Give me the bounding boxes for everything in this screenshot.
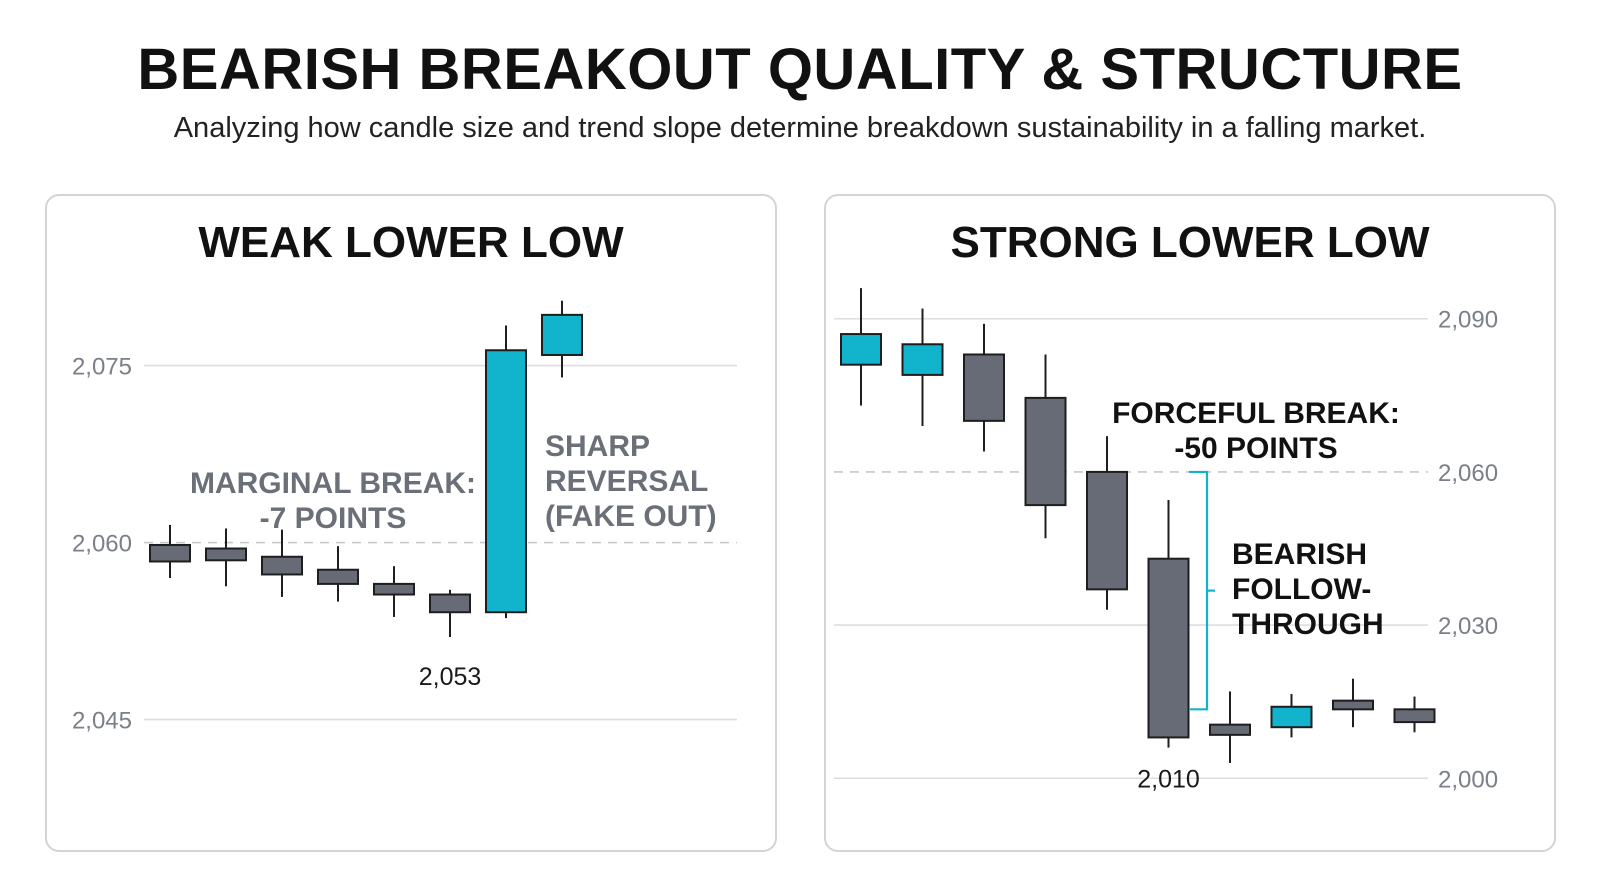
annotation-line: FORCEFUL BREAK: [1112,397,1400,430]
candle-body [1024,396,1067,507]
bearish-candle [1332,678,1374,728]
strong-panel-title: STRONG LOWER LOW [950,218,1430,267]
page-title: BEARISH BREAKOUT QUALITY & STRUCTURE [137,37,1463,102]
y-tick-label: 2,060 [1438,460,1498,487]
bearish-candle [1209,691,1251,763]
annotation-text: FORCEFUL BREAK: -50 POINTS [1112,397,1400,465]
annotation-text: SHARP REVERSAL (FAKE OUT) [545,430,717,533]
annotation-line: FOLLOW- [1232,573,1371,606]
candle-body [1393,708,1436,724]
candle-body [485,349,527,614]
candle-body [901,343,944,376]
low-price-label: 2,010 [1137,766,1200,794]
annotation-line: BEARISH [1232,538,1367,571]
bearish-candle [261,529,303,597]
bearish-candle [1086,436,1128,610]
candle-body [840,333,882,366]
bullish-candle [485,325,527,619]
y-tick-label: 2,090 [1438,307,1498,334]
candle-body [317,568,359,585]
page-subtitle: Analyzing how candle size and trend slop… [173,112,1427,144]
annotation-line: REVERSAL [545,465,708,498]
candle-body [541,313,583,356]
y-tick-label: 2,060 [72,531,132,558]
bullish-candle [1270,694,1313,738]
candle-body [1147,557,1190,739]
candle-body [1332,699,1374,711]
y-tick-label: 2,030 [1438,613,1498,640]
follow-through-bracket [1189,470,1209,711]
low-price-label: 2,053 [419,663,482,691]
annotation-line: -50 POINTS [1174,432,1337,465]
bearish-candle [317,546,359,602]
y-tick-label: 2,075 [72,354,132,381]
bullish-candle [541,300,583,378]
y-tick-label: 2,045 [72,708,132,735]
strong-lower-low-panel: STRONG LOWER LOW 2,090 2,060 2,030 2,000 2,0… [824,194,1556,852]
annotation-line: -7 POINTS [260,502,407,535]
candle-body [429,593,471,614]
annotation-line: MARGINAL BREAK: [190,467,476,500]
bearish-candle [149,524,191,578]
annotation-text: MARGINAL BREAK: -7 POINTS [190,467,476,535]
bearish-candle [1393,696,1436,733]
weak-lower-low-panel: WEAK LOWER LOW 2,075 2,060 2,045 2,053 MARGI… [45,194,777,852]
strong-lower-low-chart: 2,090 2,060 2,030 2,000 2,010 FORCEFUL BREAK:… [834,288,1498,794]
weak-panel-title: WEAK LOWER LOW [198,218,624,267]
bearish-candle [963,323,1005,452]
candle-body [205,547,247,562]
annotation-text: BEARISH FOLLOW-THROUGH [1232,538,1384,641]
candle-body [149,543,191,563]
candle-body [1209,723,1251,736]
y-tick-label: 2,000 [1438,766,1498,793]
bearish-candle [373,566,415,617]
candle-body [1270,705,1313,729]
annotation-line: THROUGH [1232,608,1384,641]
bearish-candle [429,589,471,637]
candle-body [963,353,1005,422]
candle-body [373,582,415,596]
bearish-candle [1024,354,1067,539]
annotation-line: SHARP [545,430,650,463]
bearish-candle [1147,499,1190,748]
bullish-candle [840,288,882,406]
candle-body [261,555,303,576]
bearish-candle [205,528,247,587]
candle-body [1086,470,1128,591]
bullish-candle [901,308,944,426]
annotation-line: (FAKE OUT) [545,500,717,533]
weak-lower-low-chart: 2,075 2,060 2,045 2,053 MARGINAL BREAK: -7 PO… [72,300,737,735]
